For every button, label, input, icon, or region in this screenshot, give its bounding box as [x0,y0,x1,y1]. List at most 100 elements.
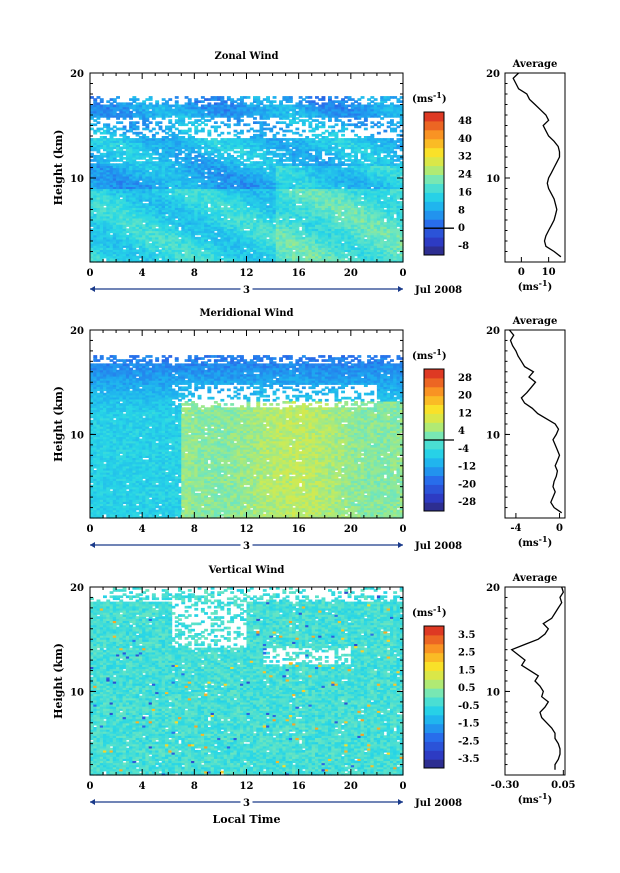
heatmap-cell [119,142,124,145]
heatmap-cell [315,255,319,259]
heatmap-cell [125,159,130,162]
heatmap-cell [259,228,264,232]
heatmap-cell [262,205,267,208]
heatmap-cell [318,249,323,253]
heatmap-cell [240,196,244,200]
heatmap-cell [295,220,300,223]
heatmap-cell [116,146,120,150]
heatmap-cell [109,106,114,110]
heatmap-cell [161,110,166,114]
heatmap-cell [321,159,326,162]
heatmap-cell [246,238,251,242]
heatmap-cell [246,96,251,99]
heatmap-cell [226,112,231,116]
heatmap-cell [184,243,189,246]
heatmap-cell [295,167,300,171]
heatmap-cell [106,194,111,198]
heatmap-cell [93,247,98,250]
heatmap-cell [116,211,120,215]
heatmap-cell [122,213,127,217]
heatmap-cell [275,175,280,179]
heatmap-cell [236,196,241,200]
heatmap-cell [158,146,163,150]
heatmap-cell [279,173,283,177]
heatmap-cell [318,154,323,158]
heatmap-cell [279,148,283,152]
heatmap-cell [275,140,280,143]
heatmap-cell [135,112,140,116]
heatmap-cell [138,226,143,229]
heatmap-cell [207,222,212,225]
heatmap-cell [253,232,257,236]
heatmap-cell [213,196,218,200]
heatmap-cell [259,138,264,141]
heatmap-cell [292,154,296,158]
heatmap-cell [285,253,290,257]
heatmap-cell [259,127,264,131]
heatmap-cell [308,249,313,253]
heatmap-cell [243,186,248,190]
heatmap-cell [220,234,225,238]
heatmap-cell [194,173,199,177]
heatmap-cell [308,117,313,120]
heatmap-cell [168,154,173,158]
heatmap-cell [249,104,254,108]
heatmap-cell [119,207,124,211]
heatmap-cell [90,110,94,114]
heatmap-cell [256,234,261,238]
heatmap-cell [125,167,130,171]
heatmap-cell [230,102,235,106]
heatmap-cell [318,257,323,261]
heatmap-cell [145,167,150,171]
heatmap-cell [292,112,296,116]
heatmap-cell [240,236,244,240]
heatmap-cell [122,146,127,150]
heatmap-cell [272,169,277,173]
heatmap-cell [191,259,195,263]
heatmap-cell [301,98,306,101]
heatmap-cell [119,192,124,196]
heatmap-cell [119,245,124,248]
heatmap-cell [132,108,137,112]
heatmap-cell [174,188,179,192]
heatmap-cell [178,129,182,133]
heatmap-cell [168,108,173,112]
heatmap-cell [148,180,153,183]
heatmap-cell [259,213,264,217]
heatmap-cell [174,228,179,232]
heatmap-cell [266,98,270,101]
heatmap-cell [191,226,195,229]
heatmap-cell [96,106,101,110]
heatmap-cell [103,241,107,244]
heatmap-cell [246,167,251,171]
heatmap-cell [246,110,251,114]
heatmap-cell [122,224,127,227]
heatmap-cell [90,207,94,211]
heatmap-cell [142,259,147,263]
heatmap-cell [282,188,287,192]
heatmap-cell [262,222,267,225]
heatmap-cell [275,232,280,236]
heatmap-cell [168,243,173,246]
heatmap-cell [236,234,241,238]
heatmap-cell [106,215,111,219]
heatmap-cell [145,251,150,255]
heatmap-cell [200,194,205,198]
heatmap-cell [96,104,101,108]
heatmap-cell [112,249,117,253]
heatmap-cell [204,201,208,204]
heatmap-cell [171,112,176,116]
heatmap-cell [165,171,169,175]
heatmap-cell [217,213,222,217]
heatmap-cell [99,110,104,114]
heatmap-cell [315,159,319,162]
heatmap-cell [285,129,290,133]
heatmap-cell [96,163,101,166]
heatmap-cell [99,205,104,208]
heatmap-cell [116,226,120,229]
heatmap-cell [204,186,208,190]
heatmap-cell [161,98,166,101]
heatmap-cell [282,238,287,242]
heatmap-cell [109,199,114,202]
heatmap-cell [266,224,270,227]
